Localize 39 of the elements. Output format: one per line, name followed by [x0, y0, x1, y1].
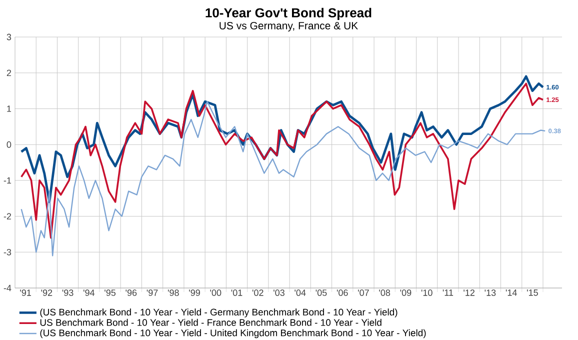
x-tick-label: '06	[336, 290, 348, 296]
x-tick-label: '08	[379, 290, 390, 296]
legend-label: US Benchmark Bond - 10 Year - Yield - France Benchmark Bond - 10 Year - Yield	[40, 318, 382, 326]
legend-label: (US Benchmark Bond - 10 Year - Yield - United Kingdom Benchmark Bond - 10 Year - Yield)	[40, 329, 426, 338]
legend-label: (US Benchmark Bond - 10 Year - Yield - Germany Benchmark Bond - 10 Year - Yield)	[40, 308, 398, 318]
x-tick-label: '95	[104, 290, 116, 296]
y-tick-label: 1	[7, 106, 12, 112]
x-tick-label: '04	[294, 290, 306, 296]
x-tick-label: '09	[400, 290, 412, 296]
x-tick-label: '99	[189, 290, 200, 296]
x-tick-label: '91	[20, 290, 31, 296]
x-tick-label: '98	[168, 290, 179, 296]
y-tick-label: 3	[6, 34, 12, 40]
x-tick-label: '10	[421, 290, 432, 296]
x-tick-label: '92	[41, 290, 52, 296]
x-tick-label: '07	[358, 290, 369, 296]
x-tick-label: '94	[84, 290, 95, 296]
x-tick-label: '97	[146, 290, 158, 296]
x-tick-label: '14	[506, 290, 517, 296]
x-tick-label: '01	[231, 290, 242, 296]
x-tick-label: '13	[484, 290, 496, 296]
x-tick-label: '03	[274, 290, 284, 296]
x-tick-label: '02	[252, 290, 264, 296]
x-tick-label: '11	[442, 290, 454, 296]
chart-subtitle: US vs Germany, France & UK	[220, 22, 358, 32]
y-tick-label: -2	[4, 213, 12, 220]
y-tick-label: -1	[4, 177, 12, 184]
y-tick-label: -3	[4, 248, 12, 256]
x-tick-label: '00	[210, 290, 222, 296]
x-tick-label: '05	[316, 290, 327, 296]
x-tick-label: '12	[464, 290, 474, 296]
y-tick-label: 2	[6, 70, 12, 76]
chart-title: 10-Year Gov't Bond Spread	[206, 8, 372, 20]
line-series	[20, 75, 544, 204]
y-tick-label: -4	[4, 284, 12, 292]
x-tick-label: '93	[62, 290, 74, 296]
y-tick-label: 0	[6, 141, 12, 148]
x-tick-label: '96	[126, 290, 137, 296]
x-tick-label: '15	[527, 290, 538, 296]
